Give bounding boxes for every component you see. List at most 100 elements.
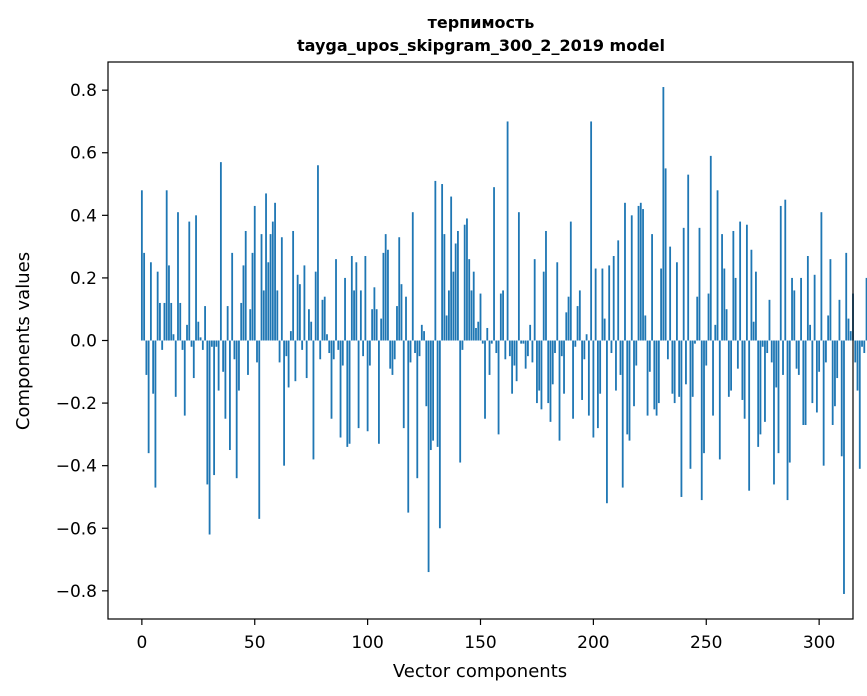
bar-307 <box>834 340 836 407</box>
bar-143 <box>463 224 466 341</box>
bar-288 <box>791 277 793 341</box>
bar-73 <box>305 340 308 379</box>
bar-252 <box>709 155 712 341</box>
bar-35 <box>219 162 222 341</box>
bar-194 <box>578 290 581 341</box>
bar-215 <box>626 340 629 435</box>
bar-59 <box>274 202 276 341</box>
bar-110 <box>389 340 392 369</box>
bar-9 <box>161 340 164 350</box>
bar-76 <box>312 340 315 460</box>
bar-86 <box>335 259 337 341</box>
bar-223 <box>644 315 647 341</box>
bar-242 <box>687 174 690 341</box>
bar-24 <box>195 215 197 341</box>
bar-119 <box>409 340 412 363</box>
bar-212 <box>619 340 622 375</box>
bar-277 <box>766 340 769 354</box>
bar-129 <box>432 340 434 441</box>
bar-37 <box>224 340 227 419</box>
bar-18 <box>181 340 184 350</box>
bar-138 <box>452 271 455 341</box>
bar-4 <box>149 262 152 341</box>
x-tick-label: 150 <box>464 633 496 653</box>
bar-186 <box>560 340 563 357</box>
y-tick-label: −0.4 <box>56 457 97 477</box>
bar-26 <box>199 337 202 341</box>
bar-40 <box>231 252 234 341</box>
y-tick-label: −0.8 <box>56 582 97 602</box>
bar-243 <box>689 340 692 469</box>
bar-222 <box>642 209 644 341</box>
bar-75 <box>310 321 313 341</box>
bar-77 <box>314 271 317 341</box>
bar-260 <box>727 340 730 397</box>
bar-144 <box>466 218 468 341</box>
bar-284 <box>782 340 784 375</box>
bar-256 <box>718 340 721 460</box>
bar-148 <box>475 327 477 341</box>
bar-124 <box>420 324 423 341</box>
bar-2 <box>145 340 148 375</box>
bar-88 <box>339 340 342 438</box>
y-axis-label: Components values <box>13 252 34 430</box>
bar-92 <box>348 340 351 444</box>
bar-171 <box>527 340 529 357</box>
bar-258 <box>723 268 726 341</box>
bar-318 <box>858 340 861 469</box>
bar-218 <box>633 340 635 407</box>
bar-163 <box>508 340 511 357</box>
y-tick-label: −0.2 <box>56 394 97 414</box>
bar-20 <box>186 324 188 341</box>
bar-168 <box>520 340 523 344</box>
bar-192 <box>574 340 577 347</box>
bar-66 <box>289 331 292 341</box>
bar-0 <box>140 190 143 341</box>
bar-311 <box>843 340 845 594</box>
bar-217 <box>630 215 633 341</box>
bar-287 <box>788 340 791 463</box>
bar-65 <box>287 340 290 388</box>
x-tick-label: 100 <box>351 633 383 653</box>
bar-114 <box>398 237 401 341</box>
bar-153 <box>486 327 489 341</box>
bar-170 <box>524 340 527 369</box>
bar-105 <box>378 340 380 444</box>
bar-179 <box>545 230 547 341</box>
bar-208 <box>610 340 613 354</box>
bar-38 <box>226 306 229 341</box>
bar-89 <box>341 340 344 366</box>
bar-43 <box>238 340 240 391</box>
bar-112 <box>393 340 396 360</box>
bar-85 <box>332 340 335 360</box>
bar-123 <box>418 340 421 357</box>
bar-97 <box>359 290 362 341</box>
bar-199 <box>590 121 593 341</box>
bar-107 <box>382 252 385 341</box>
x-axis-ticks: 0 50 100 150 200 250 300 <box>136 619 835 653</box>
bar-274 <box>759 340 762 435</box>
bar-113 <box>396 306 398 341</box>
bar-228 <box>655 340 658 416</box>
bar-91 <box>346 340 349 447</box>
bar-241 <box>685 340 687 385</box>
bar-82 <box>326 334 328 341</box>
bar-178 <box>542 271 545 341</box>
bar-106 <box>380 318 383 341</box>
bar-247 <box>698 227 701 341</box>
bar-246 <box>696 296 699 341</box>
bar-16 <box>177 212 179 341</box>
bar-15 <box>174 340 177 397</box>
bar-128 <box>429 340 432 451</box>
bar-174 <box>533 259 536 341</box>
bar-282 <box>777 340 780 454</box>
bar-39 <box>229 340 231 451</box>
bar-33 <box>215 340 218 347</box>
bar-184 <box>556 262 559 341</box>
bar-64 <box>285 340 288 357</box>
bar-45 <box>242 265 245 341</box>
bar-28 <box>204 306 206 341</box>
bar-152 <box>484 340 486 419</box>
bar-303 <box>825 340 827 363</box>
bar-58 <box>271 221 274 341</box>
